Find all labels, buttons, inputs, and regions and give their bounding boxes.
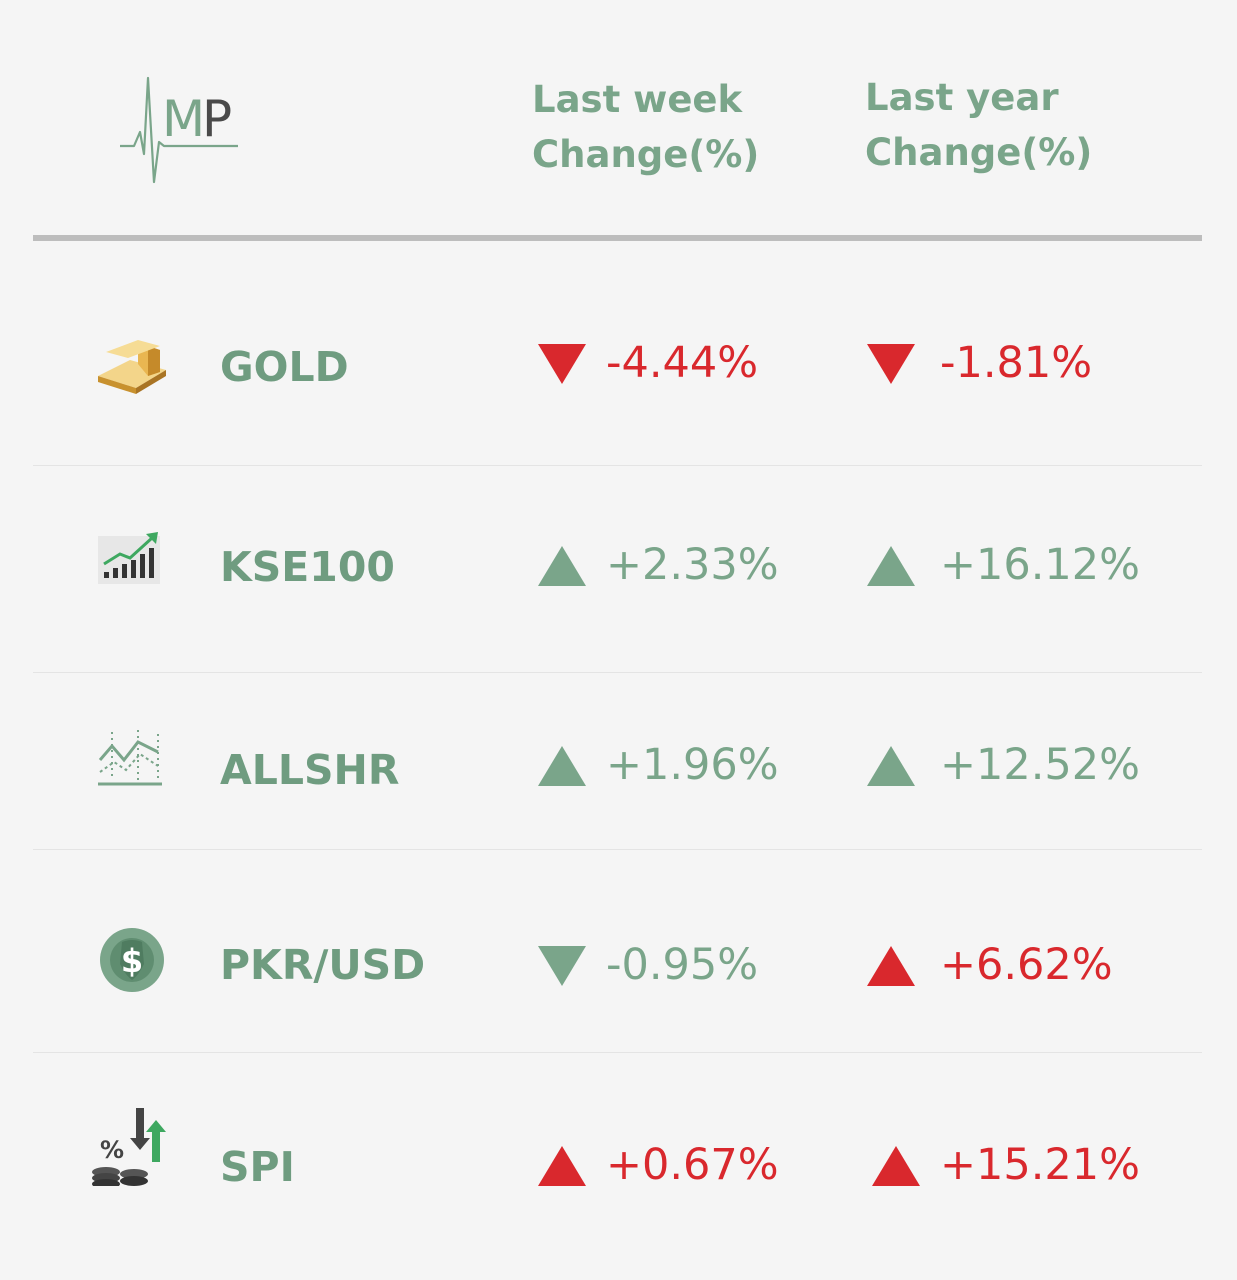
up-arrow-icon [538,546,586,586]
row-divider [33,1052,1202,1053]
up-arrow-icon [867,546,915,586]
header-last-week: Last week Change(%) [532,72,759,182]
logo-letter-m: M [162,90,205,148]
row-divider [33,849,1202,850]
up-arrow-icon [867,946,915,986]
week-change-value: -0.95% [606,940,759,990]
asset-name: GOLD [220,343,349,391]
heartbeat-logo-icon: M P [120,76,238,184]
year-change-value: -1.81% [940,338,1093,388]
week-change-value: +0.67% [606,1140,779,1190]
dollar-sign-glyph: $ [121,942,143,980]
asset-name: KSE100 [220,543,395,591]
header-last-year-line2: Change(%) [865,131,1093,174]
percent-coins-icon: % [92,1108,166,1186]
year-change-value: +16.12% [940,540,1140,590]
week-change-value: -4.44% [606,338,759,388]
down-arrow-icon [538,946,586,986]
week-change-value: +1.96% [606,740,779,790]
down-arrow-icon [538,344,586,384]
header-last-year: Last year Change(%) [865,70,1092,180]
row-divider [33,465,1202,466]
week-change-value: +2.33% [606,540,779,590]
logo-letter-p: P [202,90,232,148]
bar-chart-growth-icon [98,532,160,584]
header-rule [33,235,1202,241]
year-change-value: +12.52% [940,740,1140,790]
down-arrow-icon [867,344,915,384]
gold-bars-icon [98,340,166,394]
year-change-value: +15.21% [940,1140,1140,1190]
table-header: M P Last week Change(%) Last year Change… [0,0,1237,240]
header-last-year-line1: Last year [865,76,1059,119]
line-chart-icon [98,730,162,786]
asset-name: SPI [220,1143,295,1191]
up-arrow-icon [872,1146,920,1186]
asset-name: PKR/USD [220,941,426,989]
header-last-week-line1: Last week [532,78,743,121]
dollar-coin-icon: $ [100,928,164,992]
up-arrow-icon [538,1146,586,1186]
up-arrow-icon [538,746,586,786]
row-divider [33,672,1202,673]
header-last-week-line2: Change(%) [532,133,760,176]
percent-glyph: % [100,1136,124,1164]
asset-name: ALLSHR [220,746,400,794]
year-change-value: +6.62% [940,940,1113,990]
up-arrow-icon [867,746,915,786]
